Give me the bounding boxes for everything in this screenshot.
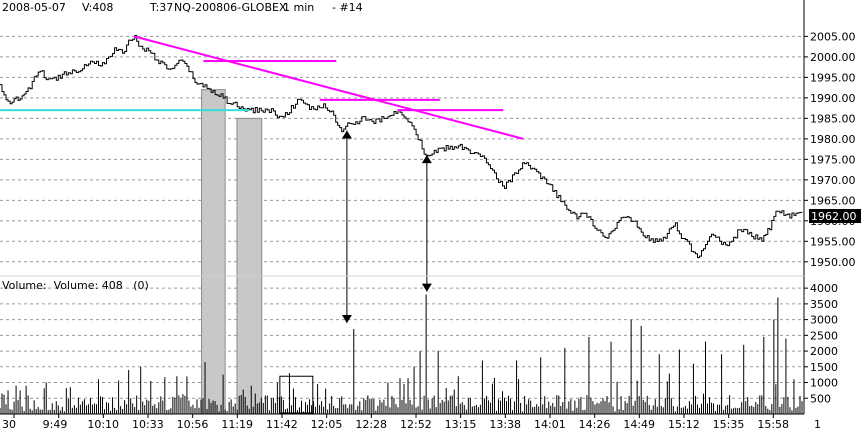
volume-tick-label: 4000 bbox=[810, 282, 838, 295]
time-tick-label: 9:49 bbox=[43, 418, 68, 431]
time-tick-label: 12:05 bbox=[311, 418, 343, 431]
time-tick-label: 10:56 bbox=[177, 418, 209, 431]
price-tick-label: 1965.00 bbox=[810, 194, 856, 207]
volume-tick-label: 3500 bbox=[810, 298, 838, 311]
time-tick-label: 15:58 bbox=[757, 418, 789, 431]
volume-tick-label: 1500 bbox=[810, 361, 838, 374]
time-tick-label: 12:28 bbox=[355, 418, 387, 431]
header-volume: V:408 bbox=[82, 1, 113, 14]
annotation-lines bbox=[0, 35, 524, 414]
x-axis-end-label: 1 bbox=[814, 418, 821, 431]
arrow-head-up bbox=[341, 130, 352, 139]
last-price-badge: 1962.00 bbox=[809, 209, 861, 223]
time-tick-label: 13:38 bbox=[489, 418, 521, 431]
time-tick-label: 15:12 bbox=[668, 418, 700, 431]
price-tick-label: 2000.00 bbox=[810, 51, 856, 64]
volume-highlight-box bbox=[279, 375, 314, 414]
price-tick-label: 1975.00 bbox=[810, 153, 856, 166]
volume-axis: 500 1000 1500 2000 2500 3000 3500 4000 bbox=[804, 282, 838, 405]
time-tick-label: 10:33 bbox=[132, 418, 164, 431]
arrow-head-down bbox=[341, 315, 352, 324]
volume-tick-label: 1000 bbox=[810, 377, 838, 390]
header-symbol: NQ-200806-GLOBEX bbox=[174, 1, 287, 14]
arrow-head-down bbox=[421, 283, 432, 292]
volume-tick-label: 2500 bbox=[810, 329, 838, 342]
time-axis: 30 9:49 10:10 10:33 10:56 11:19 11:42 12:05 12:2… bbox=[2, 414, 789, 431]
header-interval: 1 min bbox=[283, 1, 314, 14]
price-tick-label: 1950.00 bbox=[810, 256, 856, 269]
time-tick-label: 14:26 bbox=[579, 418, 611, 431]
price-line-group bbox=[0, 35, 803, 259]
price-tick-label: 2005.00 bbox=[810, 30, 856, 43]
time-tick-label: 13:15 bbox=[445, 418, 477, 431]
last-price-badge-bg bbox=[809, 209, 861, 223]
highlight-column bbox=[236, 117, 263, 415]
volume-tick-label: 2000 bbox=[810, 345, 838, 358]
time-tick-label: 15:35 bbox=[713, 418, 745, 431]
time-tick-label: 10:10 bbox=[87, 418, 119, 431]
price-tick-label: 1985.00 bbox=[810, 112, 856, 125]
time-tick-label: 11:19 bbox=[221, 418, 253, 431]
header-chart-id: - #14 bbox=[332, 1, 363, 14]
price-tick-label: 1995.00 bbox=[810, 71, 856, 84]
time-tick-label: 11:42 bbox=[266, 418, 298, 431]
time-tick-label: 30 bbox=[2, 418, 16, 431]
price-tick-label: 1990.00 bbox=[810, 92, 856, 105]
price-tick-label: 1970.00 bbox=[810, 174, 856, 187]
time-tick-label: 12:52 bbox=[400, 418, 432, 431]
time-tick-label: 14:49 bbox=[623, 418, 655, 431]
price-series-line bbox=[0, 35, 803, 259]
arrow-head-up bbox=[421, 155, 432, 164]
volume-tick-label: 3000 bbox=[810, 314, 838, 327]
volume-panel-label: Volume: Volume: 408 (0) bbox=[2, 279, 149, 292]
volume-tick-label: 500 bbox=[810, 392, 831, 405]
chart-header: 2008-05-07 V:408 T:37 NQ-200806-GLOBEX 1… bbox=[2, 1, 363, 14]
price-tick-label: 1955.00 bbox=[810, 235, 856, 248]
trendline bbox=[133, 35, 524, 140]
header-date: 2008-05-07 bbox=[2, 1, 66, 14]
grid bbox=[0, 35, 804, 399]
price-tick-label: 1980.00 bbox=[810, 133, 856, 146]
last-price-value: 1962.00 bbox=[811, 210, 857, 223]
header-tick: T:37 bbox=[149, 1, 173, 14]
time-tick-label: 14:01 bbox=[534, 418, 566, 431]
price-overlays bbox=[201, 89, 263, 415]
